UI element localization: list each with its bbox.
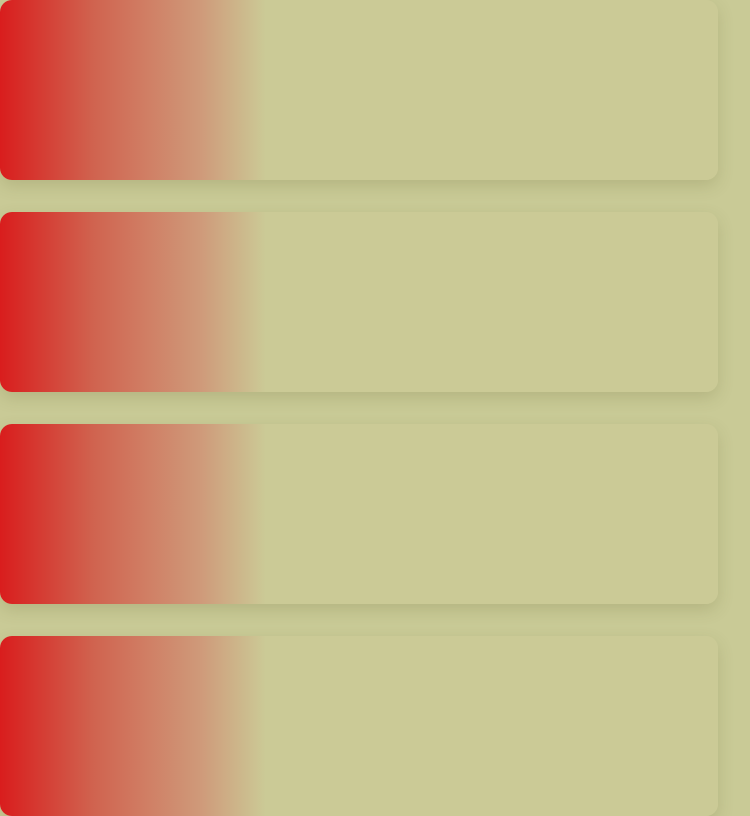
- card[interactable]: [0, 424, 718, 604]
- card[interactable]: [0, 0, 718, 180]
- card[interactable]: [0, 636, 718, 816]
- card[interactable]: [0, 212, 718, 392]
